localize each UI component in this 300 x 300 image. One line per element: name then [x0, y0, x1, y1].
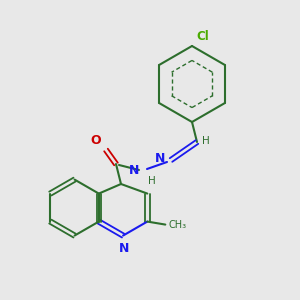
Text: H: H — [202, 136, 210, 146]
Text: N: N — [154, 152, 165, 166]
Text: CH₃: CH₃ — [168, 220, 186, 230]
Text: H: H — [148, 176, 156, 186]
Text: N: N — [129, 164, 139, 178]
Text: O: O — [90, 134, 101, 147]
Text: N: N — [119, 242, 129, 255]
Text: Cl: Cl — [196, 30, 209, 43]
